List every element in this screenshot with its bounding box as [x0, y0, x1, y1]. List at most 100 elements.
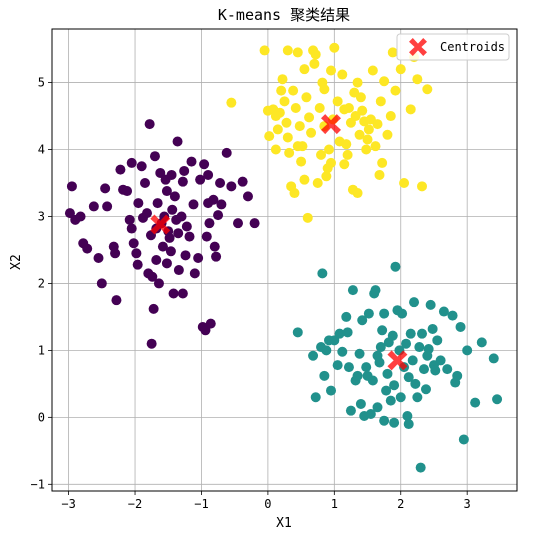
data-point-cluster-1 — [427, 323, 438, 334]
x-tick-label: 1 — [331, 497, 338, 511]
data-point-cluster-0 — [66, 181, 77, 192]
data-point-cluster-1 — [405, 328, 416, 339]
data-point-cluster-2 — [361, 144, 372, 155]
data-point-cluster-0 — [168, 288, 179, 299]
data-point-cluster-0 — [177, 288, 188, 299]
chart-title: K-means 聚类结果 — [218, 6, 350, 24]
data-point-cluster-0 — [189, 268, 200, 279]
data-point-cluster-1 — [329, 335, 340, 346]
data-point-cluster-0 — [181, 221, 192, 232]
data-point-cluster-1 — [414, 342, 425, 353]
data-point-cluster-2 — [329, 42, 340, 53]
data-point-cluster-1 — [410, 378, 421, 389]
data-point-cluster-1 — [337, 346, 348, 357]
data-point-cluster-1 — [403, 372, 414, 383]
data-point-cluster-2 — [259, 45, 270, 56]
data-point-cluster-2 — [355, 92, 366, 103]
data-point-cluster-2 — [299, 174, 310, 185]
data-point-cluster-2 — [277, 74, 288, 85]
y-tick-label: 5 — [38, 76, 45, 90]
data-point-cluster-1 — [382, 368, 393, 379]
data-point-cluster-2 — [370, 141, 381, 152]
data-point-cluster-0 — [176, 211, 187, 222]
data-point-cluster-2 — [390, 85, 401, 96]
data-point-cluster-1 — [455, 321, 466, 332]
data-point-cluster-2 — [284, 147, 295, 158]
data-point-cluster-1 — [361, 362, 372, 373]
data-point-cluster-2 — [372, 119, 383, 130]
data-point-cluster-2 — [289, 188, 300, 199]
data-point-cluster-2 — [399, 178, 410, 188]
data-point-cluster-1 — [492, 394, 503, 405]
data-point-cluster-1 — [332, 360, 343, 371]
data-point-cluster-1 — [412, 392, 423, 403]
data-point-cluster-0 — [216, 199, 227, 210]
data-point-cluster-2 — [385, 111, 396, 122]
data-point-cluster-1 — [458, 434, 469, 445]
data-point-cluster-2 — [354, 129, 365, 140]
data-point-cluster-1 — [310, 392, 321, 403]
data-point-cluster-2 — [341, 139, 352, 150]
x-tick-label: 0 — [264, 497, 271, 511]
y-axis-label: X2 — [9, 254, 24, 270]
data-point-cluster-1 — [409, 297, 420, 308]
data-point-cluster-2 — [264, 131, 275, 142]
data-point-cluster-0 — [126, 157, 137, 168]
data-point-cluster-2 — [279, 96, 290, 107]
data-point-cluster-0 — [221, 147, 232, 158]
data-point-cluster-1 — [387, 330, 398, 341]
data-point-cluster-1 — [379, 415, 390, 426]
data-point-cluster-2 — [326, 157, 336, 168]
data-point-cluster-0 — [64, 208, 75, 219]
data-point-cluster-2 — [282, 132, 293, 143]
data-point-cluster-0 — [180, 250, 191, 261]
data-point-cluster-0 — [131, 248, 142, 259]
data-point-cluster-2 — [281, 117, 292, 128]
data-point-cluster-2 — [321, 171, 332, 182]
data-point-cluster-1 — [355, 398, 366, 409]
data-point-cluster-1 — [389, 380, 400, 391]
data-point-cluster-2 — [339, 159, 350, 170]
data-point-cluster-1 — [407, 355, 418, 366]
data-point-cluster-0 — [100, 183, 111, 194]
data-point-cluster-2 — [350, 111, 361, 122]
data-point-cluster-0 — [201, 231, 212, 242]
data-point-cluster-1 — [381, 385, 392, 396]
data-point-cluster-1 — [367, 375, 378, 386]
data-point-cluster-1 — [442, 364, 453, 375]
data-point-cluster-2 — [310, 49, 321, 60]
data-point-cluster-0 — [179, 165, 190, 176]
centroid-marker — [150, 214, 171, 235]
data-point-cluster-1 — [385, 395, 396, 406]
data-point-cluster-2 — [422, 84, 433, 95]
data-point-cluster-2 — [362, 134, 373, 145]
data-points — [64, 42, 503, 473]
data-point-cluster-0 — [161, 258, 172, 269]
data-point-cluster-2 — [342, 149, 353, 160]
data-point-cluster-1 — [389, 417, 400, 428]
data-point-cluster-2 — [290, 103, 301, 114]
x-axis-label: X1 — [276, 516, 292, 531]
data-point-cluster-2 — [374, 169, 385, 180]
data-point-cluster-0 — [96, 278, 107, 289]
data-point-cluster-0 — [110, 248, 121, 259]
data-point-cluster-0 — [155, 167, 166, 178]
data-point-cluster-1 — [438, 306, 449, 317]
data-point-cluster-2 — [292, 47, 303, 58]
data-point-cluster-0 — [128, 238, 139, 249]
data-point-cluster-0 — [88, 201, 99, 212]
data-point-cluster-1 — [435, 355, 446, 366]
data-point-cluster-1 — [447, 310, 458, 321]
data-point-cluster-2 — [352, 77, 363, 88]
data-point-cluster-1 — [390, 261, 401, 272]
data-point-cluster-0 — [133, 198, 144, 209]
data-point-cluster-0 — [115, 164, 126, 175]
data-point-cluster-0 — [153, 278, 164, 289]
data-point-cluster-0 — [75, 211, 86, 222]
data-point-cluster-0 — [233, 218, 243, 229]
data-point-cluster-0 — [177, 176, 188, 187]
data-point-cluster-0 — [93, 252, 104, 263]
data-point-cluster-1 — [470, 397, 481, 408]
data-point-cluster-0 — [173, 265, 184, 276]
